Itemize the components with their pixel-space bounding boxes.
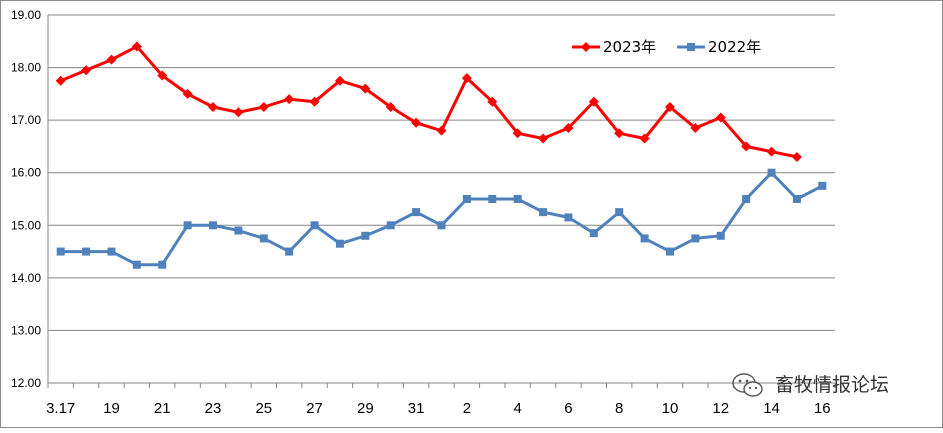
x-tick-label: 3.17 bbox=[46, 400, 75, 417]
data-point-square bbox=[564, 213, 573, 222]
data-point-square bbox=[158, 260, 167, 269]
data-point-square bbox=[209, 221, 218, 230]
data-point-diamond bbox=[258, 102, 269, 112]
data-point-diamond bbox=[385, 102, 396, 112]
legend-label-2023: 2023年 bbox=[603, 38, 656, 56]
data-point-square bbox=[234, 226, 243, 235]
data-point-diamond bbox=[664, 102, 675, 112]
data-point-diamond bbox=[512, 128, 523, 139]
x-tick-label: 14 bbox=[763, 400, 780, 417]
data-point-diamond bbox=[588, 96, 599, 107]
legend-marker-2022 bbox=[687, 43, 695, 51]
data-point-diamond bbox=[614, 128, 625, 139]
data-point-square bbox=[386, 221, 395, 230]
legend-label-2022: 2022年 bbox=[708, 38, 761, 56]
data-point-diamond bbox=[157, 70, 168, 81]
y-tick-label: 12.00 bbox=[11, 376, 41, 390]
data-point-diamond bbox=[208, 102, 219, 112]
data-point-square bbox=[361, 231, 370, 240]
y-tick-label: 13.00 bbox=[11, 323, 41, 337]
data-point-square bbox=[412, 208, 421, 217]
data-point-diamond bbox=[538, 133, 549, 144]
x-tick-label: 2 bbox=[463, 400, 471, 417]
x-tick-label: 4 bbox=[513, 400, 521, 417]
data-point-diamond bbox=[741, 141, 752, 152]
y-tick-label: 16.00 bbox=[11, 166, 41, 180]
data-point-diamond bbox=[182, 88, 193, 99]
watermark-text: 畜牧情报论坛 bbox=[775, 374, 889, 396]
data-point-diamond bbox=[309, 96, 320, 107]
data-point-square bbox=[437, 221, 446, 230]
data-point-diamond bbox=[639, 133, 650, 144]
data-point-diamond bbox=[461, 73, 472, 84]
data-point-square bbox=[335, 239, 344, 248]
x-tick-label: 29 bbox=[357, 400, 374, 417]
data-point-square bbox=[640, 234, 649, 243]
x-tick-label: 25 bbox=[255, 400, 272, 417]
data-point-square bbox=[615, 208, 624, 217]
data-point-square bbox=[310, 221, 319, 230]
data-point-square bbox=[488, 195, 497, 203]
x-tick-label: 21 bbox=[154, 400, 171, 417]
data-point-square bbox=[107, 247, 116, 256]
x-tick-label: 23 bbox=[205, 400, 222, 417]
data-point-square bbox=[285, 247, 294, 256]
watermark: 畜牧情报论坛 bbox=[732, 373, 889, 397]
data-point-diamond bbox=[284, 94, 295, 105]
x-tick-label: 10 bbox=[662, 400, 679, 417]
y-tick-label: 17.00 bbox=[11, 113, 41, 127]
wechat-icon bbox=[732, 373, 763, 397]
data-point-square bbox=[513, 195, 522, 203]
legend-marker-2023 bbox=[581, 42, 591, 52]
x-tick-label: 6 bbox=[564, 400, 572, 417]
data-point-square bbox=[259, 234, 268, 243]
data-point-diamond bbox=[563, 123, 574, 134]
data-point-square bbox=[56, 247, 65, 256]
data-point-square bbox=[742, 195, 751, 203]
data-point-diamond bbox=[791, 151, 802, 162]
x-tick-label: 12 bbox=[712, 400, 729, 417]
x-tick-label: 31 bbox=[408, 400, 425, 417]
x-tick-label: 16 bbox=[814, 400, 831, 417]
x-tick-label: 8 bbox=[615, 400, 623, 417]
data-point-square bbox=[82, 247, 91, 256]
data-point-square bbox=[589, 229, 598, 238]
data-point-diamond bbox=[233, 107, 244, 118]
x-tick-label: 27 bbox=[306, 400, 323, 417]
x-tick-label: 19 bbox=[103, 400, 120, 417]
data-point-diamond bbox=[360, 83, 371, 94]
data-point-diamond bbox=[334, 75, 345, 86]
data-point-diamond bbox=[106, 54, 117, 65]
y-tick-label: 18.00 bbox=[11, 61, 41, 75]
data-point-diamond bbox=[81, 65, 92, 76]
data-point-square bbox=[665, 247, 674, 256]
data-point-diamond bbox=[715, 112, 726, 123]
data-point-square bbox=[132, 260, 141, 269]
data-point-square bbox=[539, 208, 548, 217]
data-point-diamond bbox=[436, 125, 447, 136]
data-point-diamond bbox=[487, 96, 498, 107]
data-point-square bbox=[716, 231, 725, 240]
data-point-square bbox=[767, 168, 776, 177]
data-point-square bbox=[691, 234, 700, 243]
y-tick-label: 15.00 bbox=[11, 218, 41, 232]
data-point-diamond bbox=[55, 75, 66, 86]
data-point-square bbox=[818, 181, 827, 190]
data-point-diamond bbox=[766, 146, 777, 157]
data-point-diamond bbox=[131, 41, 142, 52]
data-point-square bbox=[462, 195, 471, 203]
y-tick-label: 14.00 bbox=[11, 271, 41, 285]
data-point-square bbox=[183, 221, 192, 230]
y-tick-label: 19.00 bbox=[11, 8, 41, 22]
data-point-diamond bbox=[411, 117, 422, 128]
data-point-diamond bbox=[690, 123, 701, 134]
series-line-0 bbox=[60, 45, 798, 159]
data-point-square bbox=[792, 195, 801, 203]
